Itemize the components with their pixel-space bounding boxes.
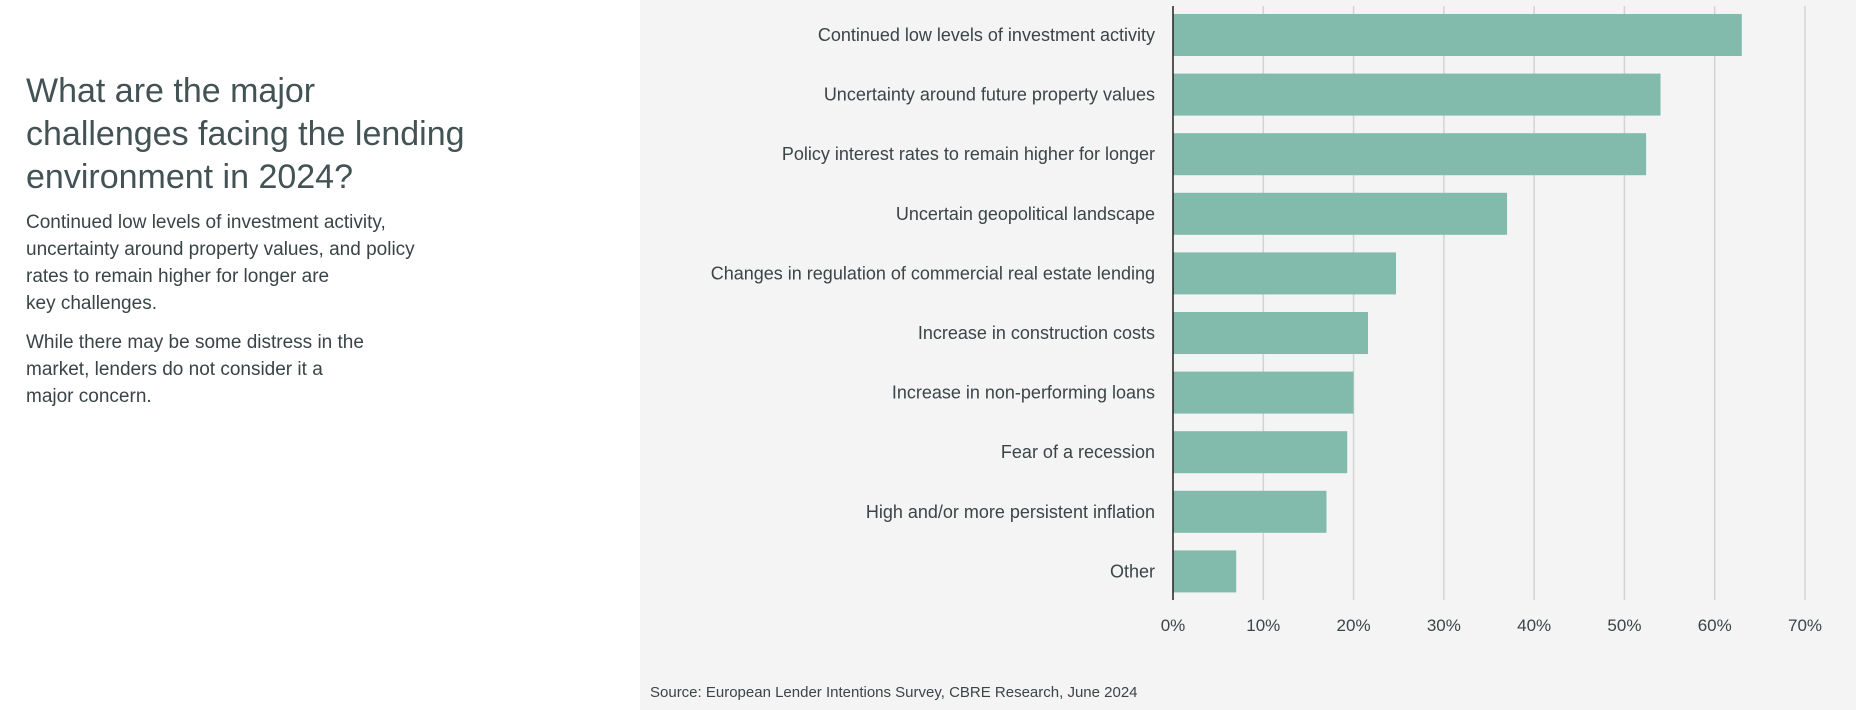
category-label: Continued low levels of investment activ… — [818, 25, 1155, 45]
x-tick-label: 70% — [1788, 616, 1822, 635]
bar — [1173, 73, 1661, 116]
category-label: Other — [1110, 561, 1155, 581]
chart-panel: Continued low levels of investment activ… — [640, 0, 1856, 710]
distress-paragraph: While there may be some distress in the … — [26, 332, 364, 407]
bar-chart: Continued low levels of investment activ… — [711, 6, 1822, 635]
page-title: What are the major challenges facing the… — [26, 72, 465, 196]
summary-paragraph: Continued low levels of investment activ… — [26, 212, 415, 314]
x-tick-label: 60% — [1698, 616, 1732, 635]
bar — [1173, 312, 1369, 354]
category-label: High and/or more persistent inflation — [866, 502, 1155, 522]
bar — [1173, 431, 1348, 474]
intro-panel: What are the major challenges facing the… — [26, 70, 466, 422]
x-tick-label: 40% — [1517, 616, 1551, 635]
category-label: Increase in construction costs — [918, 323, 1155, 343]
x-tick-label: 20% — [1337, 616, 1371, 635]
category-label: Policy interest rates to remain higher f… — [782, 144, 1155, 164]
bar — [1173, 550, 1237, 593]
bar — [1173, 490, 1327, 533]
x-tick-label: 30% — [1427, 616, 1461, 635]
bar — [1173, 14, 1742, 56]
source-note: Source: European Lender Intentions Surve… — [650, 684, 1138, 701]
bar — [1173, 371, 1354, 414]
category-label: Changes in regulation of commercial real… — [711, 263, 1155, 283]
category-label: Uncertain geopolitical landscape — [896, 204, 1155, 224]
category-label: Uncertainty around future property value… — [824, 85, 1155, 105]
x-tick-label: 10% — [1246, 616, 1280, 635]
bar — [1173, 252, 1397, 295]
bar — [1173, 192, 1508, 235]
x-tick-label: 0% — [1161, 616, 1186, 635]
category-label: Fear of a recession — [1001, 442, 1155, 462]
x-tick-label: 50% — [1607, 616, 1641, 635]
category-label: Increase in non-performing loans — [892, 383, 1155, 403]
bar — [1173, 133, 1647, 176]
